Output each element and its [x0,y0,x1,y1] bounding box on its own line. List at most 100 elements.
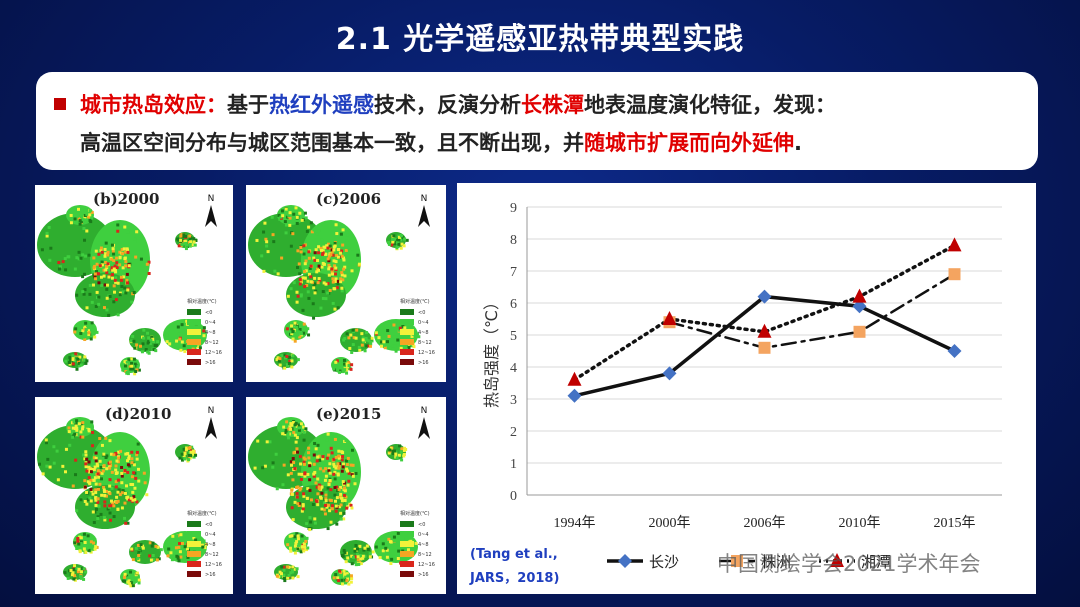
lst-pixel [94,456,98,460]
lst-pixel [118,266,122,270]
lst-pixel [293,467,297,471]
lst-pixel [84,428,88,432]
lst-pixel [305,229,309,233]
map-legend-title: 相对温度(℃) [187,510,217,517]
map-legend-swatch [400,541,414,547]
lst-pixel [295,495,299,499]
lst-pixel [405,334,409,338]
legend-label: 湘潭 [861,553,891,571]
lst-pixel [110,499,114,503]
lst-pixel [178,337,182,341]
lst-pixel [332,472,336,476]
lst-pixel [309,280,313,284]
lst-pixel [120,491,124,495]
lst-pixel [301,276,305,280]
lst-pixel [67,430,71,434]
lst-pixel [313,282,317,286]
lst-pixel [350,473,354,477]
lst-pixel [95,290,99,294]
lst-pixel [121,579,125,583]
lst-pixel [392,539,396,543]
lst-pixel [326,486,330,490]
lst-pixel [93,331,97,335]
lst-pixel [113,290,117,294]
lst-pixel [129,357,133,361]
lst-pixel [399,450,403,454]
summary-line-1-run-2: 热红外遥感 [269,93,374,117]
lst-pixel [398,444,402,448]
lst-pixel [343,362,347,366]
lst-pixel [397,549,401,553]
lst-pixel [89,470,93,474]
lst-pixel [93,264,97,268]
lst-pixel [77,567,81,571]
lst-pixel [137,554,141,558]
lst-pixel [105,296,109,300]
lst-pixel [331,272,335,276]
lst-pixel [394,238,398,242]
lst-pixel [282,425,286,429]
lst-pixel [333,493,337,497]
lst-pixel [300,472,304,476]
lst-pixel [99,512,103,516]
lst-pixel [116,229,120,233]
lst-pixel [347,336,351,340]
lst-pixel [336,306,340,310]
lst-pixel [387,537,391,541]
lst-pixel [121,368,125,372]
lst-pixel [346,456,350,460]
lst-pixel [83,208,87,212]
lst-pixel [134,476,138,480]
map-legend-label: <0 [418,310,425,316]
lst-pixel [58,265,62,269]
lst-pixel [179,348,183,352]
lst-pixel [297,504,301,508]
lst-pixel [356,560,360,564]
lst-pixel [146,331,150,335]
lst-pixel [131,334,135,338]
lst-pixel [344,495,348,499]
lst-pixel [105,287,109,291]
lst-pixel [347,582,351,586]
lst-pixel [334,466,338,470]
lst-pixel [338,370,342,374]
lst-pixel [290,568,294,572]
lst-pixel [188,238,192,242]
lst-pixel [79,536,83,540]
lst-pixel [330,270,334,274]
y-tick-label: 9 [510,201,517,216]
lst-pixel [330,267,334,271]
x-tick-label: 2010年 [839,515,881,531]
lst-pixel [183,545,187,549]
lst-pixel [102,516,106,520]
map-legend-swatch [187,349,201,355]
map-legend-label: 8~12 [418,340,432,346]
lst-pixel [156,340,160,344]
lst-pixel [255,238,259,242]
lst-pixel [323,512,327,516]
lst-pixel [81,421,85,425]
map-legend-swatch [187,561,201,567]
lst-pixel [393,449,397,453]
lst-pixel [131,558,135,562]
lst-pixel [84,361,88,365]
lst-pixel [328,478,332,482]
series-line-2 [572,243,957,382]
lst-pixel [318,458,322,462]
lst-pixel [79,256,83,260]
lst-pixel [52,461,56,465]
lst-pixel [299,550,303,554]
lst-pixel [83,457,87,461]
lst-pixel [298,272,302,276]
lst-pixel [95,545,99,549]
lst-pixel [71,355,75,359]
lst-pixel [288,211,292,215]
lst-pixel [178,542,182,546]
map-panel-2010: N 相对温度(℃) <0 0~4 4~8 8~12 12~16 >16 (d)2010 [35,397,233,594]
lst-pixel [151,558,155,562]
map-legend-swatch [400,531,414,537]
lst-pixel [299,422,303,426]
lst-pixel [147,260,151,264]
lst-pixel [291,570,295,574]
y-tick-label: 1 [510,457,517,472]
